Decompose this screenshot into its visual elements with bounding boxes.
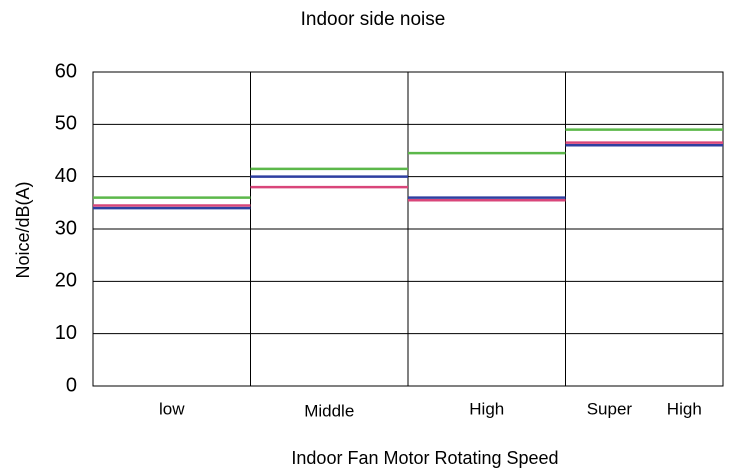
y-axis-label: Noice/dB(A) [13,181,33,278]
y-tick-label: 50 [55,113,77,135]
y-tick-label: 60 [55,60,77,82]
plot-frame [92,71,724,387]
x-axis-label: Indoor Fan Motor Rotating Speed [291,448,558,468]
x-tick-label: Super High [587,399,702,418]
y-tick-label: 20 [55,270,77,292]
y-tick-label: 40 [55,165,77,187]
x-tick-label: low [159,399,185,418]
y-tick-label: 0 [66,374,77,396]
x-tick-label: Middle [304,401,354,420]
chart-title: Indoor side noise [301,9,446,30]
y-tick-label: 10 [55,322,77,344]
y-tick-label: 30 [55,217,77,239]
x-tick-label: High [469,399,504,418]
